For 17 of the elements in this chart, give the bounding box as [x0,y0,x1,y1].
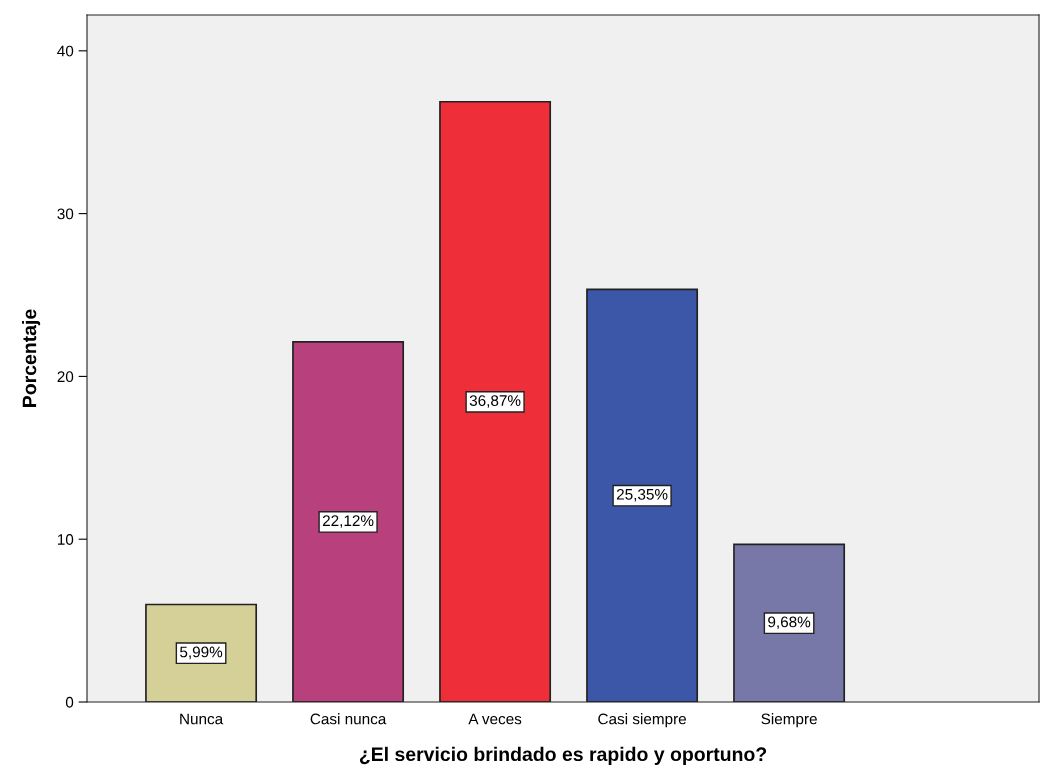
data-label: 25,35% [616,488,668,502]
x-tick-label: Casi nunca [310,713,387,725]
x-tick-label: Casi siempre [598,713,686,728]
x-axis-title: ¿El servicio brindado es rapido y oportuno? [359,746,767,765]
x-tick-label: A veces [468,713,522,725]
data-label: 22,12% [322,515,374,528]
x-tick-label: Siempre [761,713,817,728]
y-tick-label: 10 [57,534,74,545]
y-axis-title: Porcentaje [22,309,41,407]
data-label: 36,87% [469,395,521,408]
y-tick-label: 20 [57,371,74,383]
y-tick-label: 0 [65,696,74,708]
y-tick-label: 40 [57,45,74,57]
y-tick-label: 30 [57,208,74,220]
data-label: 5,99% [180,646,223,660]
x-tick-label: Nunca [180,713,224,725]
data-label: 9,68% [768,616,811,630]
